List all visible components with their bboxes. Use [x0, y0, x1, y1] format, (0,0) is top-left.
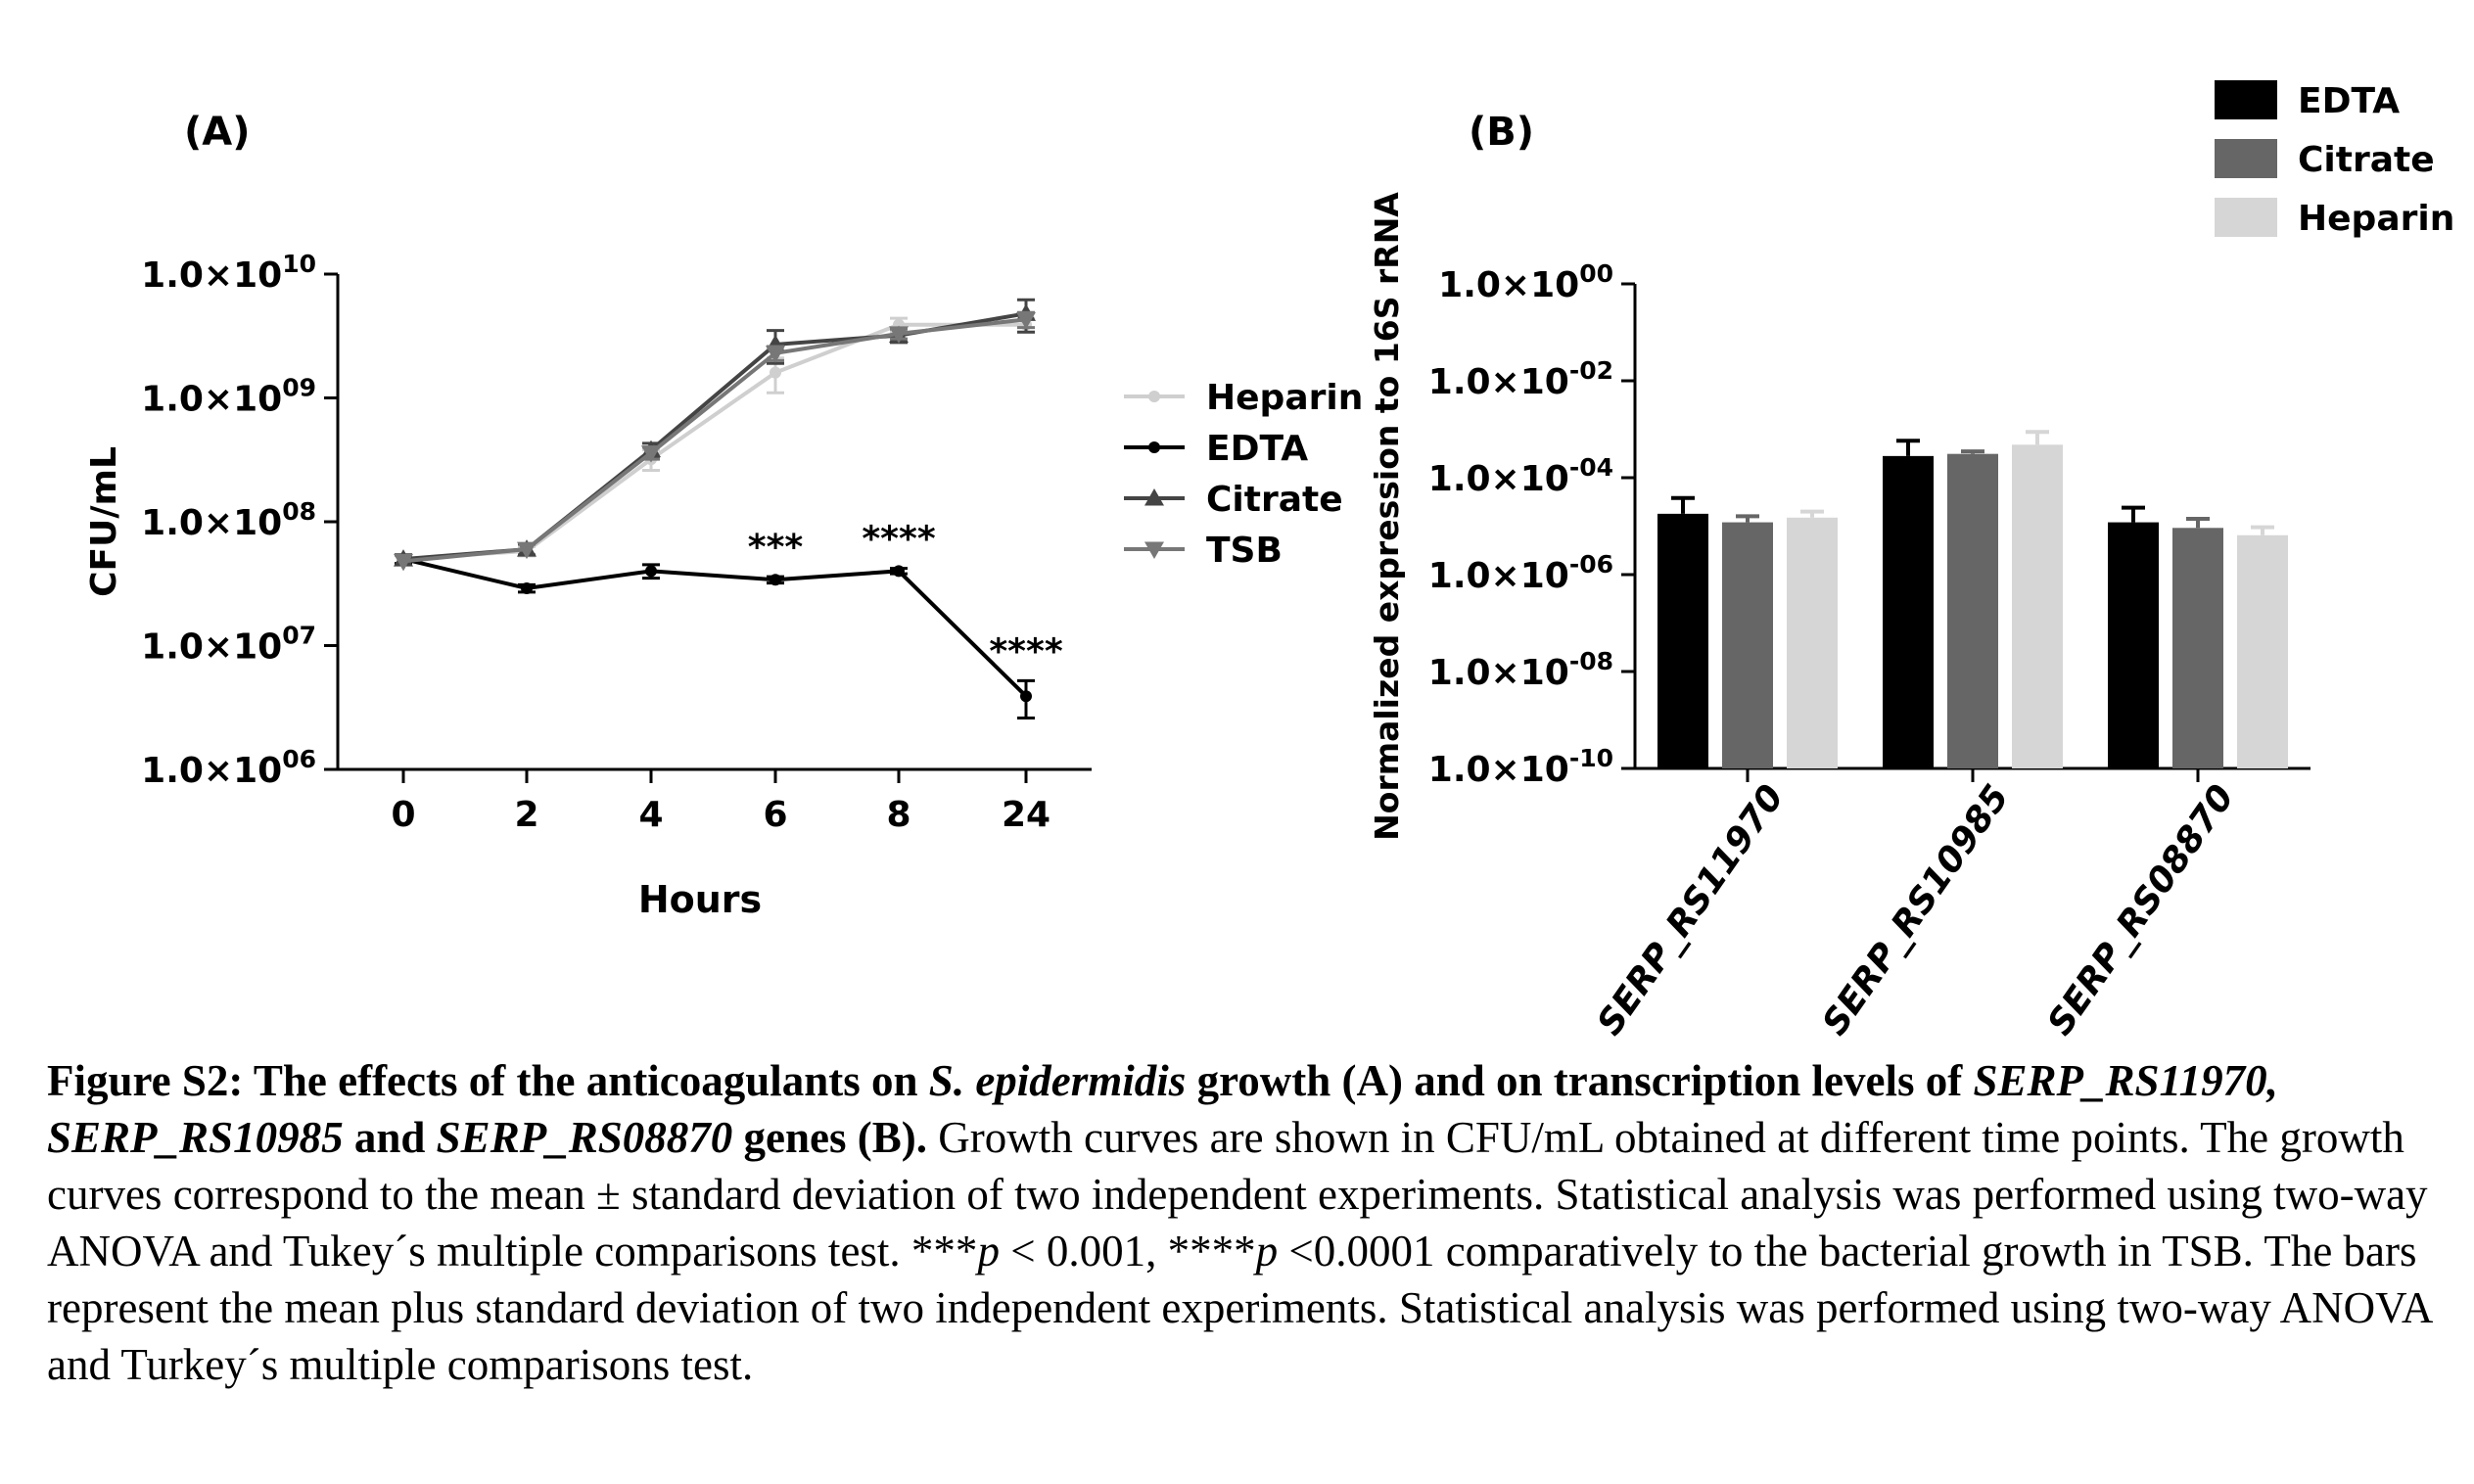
x-tick-label: SERP_RS11970 — [1590, 778, 1793, 1038]
legend-marker — [1144, 488, 1164, 506]
bar — [1947, 453, 1998, 768]
legend-label: TSB — [1206, 531, 1283, 571]
caption-text-1: Growth curves are shown in CFU/mL obtain… — [47, 1113, 2428, 1275]
bar — [1722, 522, 1773, 768]
caption-text-2: < 0.001, **** — [999, 1227, 1256, 1275]
series-line — [402, 317, 1027, 564]
legend-marker — [1148, 441, 1160, 453]
series-heparin — [397, 316, 1035, 566]
y-tick-label: 1.0×1007 — [141, 622, 316, 668]
data-point — [893, 565, 905, 578]
data-point — [521, 582, 533, 595]
series-tsb — [394, 310, 1036, 572]
axes — [324, 272, 1092, 783]
x-tick-label: 2 — [514, 795, 538, 835]
caption-bold-3: and — [343, 1113, 437, 1162]
growth-curve-chart: 1.0×1006 1.0×1007 1.0×1008 1.0×1009 1.0×1010… — [84, 250, 1363, 921]
x-tick-label: SERP_RS08870 — [2040, 778, 2243, 1038]
x-tick-label: 6 — [763, 795, 787, 835]
y-tick-label: 1.0×1010 — [141, 250, 316, 296]
legend-label: Citrate — [1206, 480, 1343, 520]
data-point — [766, 346, 785, 363]
data-point — [394, 553, 413, 572]
bar — [1883, 455, 1934, 768]
caption-bold-italic-2: SERP_RS11970, SERP_RS10985 — [47, 1056, 2278, 1162]
legend-swatch — [2215, 139, 2277, 178]
significance-marker: **** — [862, 520, 935, 560]
series-edta — [395, 553, 1035, 720]
caption-bold-4: genes (B). — [732, 1113, 927, 1162]
data-point — [770, 574, 781, 586]
legend-swatch — [2215, 198, 2277, 237]
series-line — [402, 557, 1028, 698]
panel-a-label: (A) — [184, 110, 251, 155]
legend-label: Citrate — [2298, 140, 2435, 180]
x-tick-label: 0 — [391, 795, 415, 835]
significance-marker: *** — [748, 528, 804, 568]
y-tick-label: 1.0×10-06 — [1428, 550, 1613, 596]
y-axis-title: Normalized expression to 16S rRNA — [1368, 192, 1406, 841]
bar — [2012, 444, 2063, 768]
caption-bold-2: growth (A) and on transcription levels o… — [1186, 1056, 1974, 1105]
data-point — [770, 366, 781, 379]
legend-swatch — [2215, 80, 2277, 119]
data-point — [889, 326, 909, 344]
data-point — [1016, 311, 1036, 330]
caption-bold-italic-1: S. epidermidis — [928, 1056, 1187, 1105]
x-tick-label: SERP_RS10985 — [1815, 778, 2018, 1038]
data-point — [517, 541, 537, 560]
legend-marker — [1144, 541, 1164, 559]
y-tick-label: 1.0×1000 — [1438, 259, 1613, 305]
legend-label: EDTA — [1206, 429, 1308, 469]
y-tick-label: 1.0×1009 — [141, 374, 316, 420]
bar — [1787, 517, 1838, 768]
y-axis-title: CFU/mL — [84, 446, 124, 597]
data-point — [645, 565, 657, 578]
y-tick-label: 1.0×10-02 — [1428, 356, 1613, 402]
y-tick-label: 1.0×10-08 — [1428, 647, 1613, 693]
series-citrate — [394, 298, 1036, 567]
legend-label: EDTA — [2298, 81, 2400, 121]
y-tick-label: 1.0×10-10 — [1428, 744, 1613, 790]
caption-text-3: <0.0001 comparatively to the bacterial g… — [47, 1227, 2431, 1389]
panel-b-label: (B) — [1469, 110, 1534, 155]
bar — [2172, 528, 2223, 768]
figure-caption: Figure S2: The effects of the anticoagul… — [47, 1052, 2436, 1393]
bar-series-citrate — [1722, 449, 2223, 768]
caption-bold-1: Figure S2: The effects of the anticoagul… — [47, 1056, 929, 1105]
bar — [1657, 513, 1708, 768]
bar-series-edta — [1657, 439, 2159, 768]
caption-italic-p2: p — [1255, 1227, 1279, 1275]
bar — [2108, 522, 2159, 768]
x-tick-label: 24 — [1002, 795, 1050, 835]
figure-canvas: (A) (B) 1.0×1006 1.0×1007 1.0×1008 1.0×1009… — [84, 80, 2454, 1038]
legend-marker — [1148, 391, 1160, 402]
y-tick-label: 1.0×1008 — [141, 497, 316, 543]
significance-marker: **** — [989, 631, 1062, 672]
y-tick-label: 1.0×1006 — [141, 745, 316, 791]
data-point — [1020, 690, 1032, 703]
bar — [2237, 534, 2288, 768]
caption-italic-p1: p — [977, 1227, 1000, 1275]
x-axis-title: Hours — [638, 878, 762, 921]
legend-label: Heparin — [1206, 378, 1363, 418]
expression-bar-chart: 1.0×1000 1.0×10-02 1.0×10-04 1.0×10-06 1.0×1… — [1368, 80, 2454, 1038]
data-point — [641, 445, 661, 463]
x-tick-label: 4 — [638, 795, 663, 835]
y-tick-label: 1.0×10-04 — [1428, 453, 1613, 499]
bar-series-heparin — [1787, 430, 2288, 768]
legend-label: Heparin — [2298, 199, 2454, 239]
caption-bold-italic-3: SERP_RS08870 — [436, 1113, 733, 1162]
x-tick-label: 8 — [886, 795, 910, 835]
